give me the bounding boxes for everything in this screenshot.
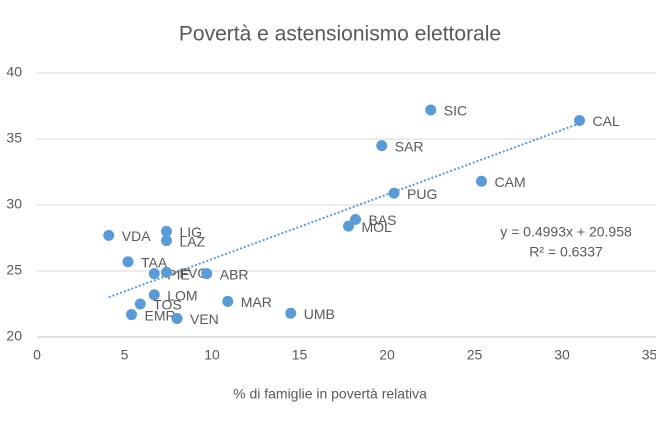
y-tick-label: 25 [6, 262, 22, 278]
point-label: ABR [220, 266, 249, 282]
chart-title: Povertà e astensionismo elettorale [179, 23, 501, 46]
point-label: FVG [180, 265, 209, 281]
point [161, 235, 172, 247]
point [350, 214, 361, 226]
point-label: PUG [407, 186, 437, 202]
point [134, 298, 146, 310]
point-label: LIG [180, 224, 203, 240]
x-axis-label: % di famiglie in povertà relativa [233, 386, 427, 402]
point [148, 268, 160, 280]
point [201, 268, 213, 280]
point [122, 256, 134, 268]
point-label: BAS [369, 212, 397, 228]
point [148, 289, 160, 301]
x-tick-label: 30 [554, 347, 570, 363]
point-label: MAR [241, 294, 272, 310]
point [574, 115, 585, 127]
point-label: EMR [145, 307, 176, 323]
point [161, 225, 172, 237]
point [222, 295, 234, 307]
y-tick-label: 40 [6, 64, 22, 80]
point [285, 307, 297, 319]
point-label: UMB [304, 306, 335, 322]
point-label: VEN [190, 311, 219, 327]
trend-equation: y = 0.4993x + 20.958 [500, 224, 632, 240]
point [161, 266, 172, 278]
point-label: CAL [593, 113, 620, 129]
y-tick-label: 35 [6, 130, 22, 146]
point-label: LAZ [180, 233, 206, 249]
point [376, 140, 388, 152]
point-label: PIE [167, 266, 190, 282]
point-label: TAA [141, 254, 168, 270]
x-tick-label: 5 [121, 347, 129, 363]
trend-r-squared: R² = 0.6337 [529, 244, 603, 260]
point [171, 313, 183, 325]
x-tick-label: 20 [379, 347, 395, 363]
x-tick-label: 25 [467, 347, 483, 363]
x-tick-label: 0 [33, 347, 41, 363]
point [343, 220, 354, 232]
x-tick-label: 15 [292, 347, 308, 363]
point [126, 309, 137, 321]
point-label: SAR [395, 138, 424, 154]
y-tick-label: 30 [6, 196, 22, 212]
x-tick-label: 10 [204, 347, 220, 363]
point [103, 229, 115, 241]
point-label: CAM [495, 174, 526, 190]
x-tick-label: 35 [642, 347, 656, 363]
point [476, 175, 487, 187]
point-label: MOL [362, 219, 393, 235]
point-label: TOS [153, 297, 182, 313]
y-tick-label: 20 [6, 328, 22, 344]
point-label: LOM [167, 287, 197, 303]
point-label: SIC [444, 103, 467, 119]
point-label: VDA [122, 228, 151, 244]
point [425, 104, 437, 116]
point [388, 187, 400, 199]
